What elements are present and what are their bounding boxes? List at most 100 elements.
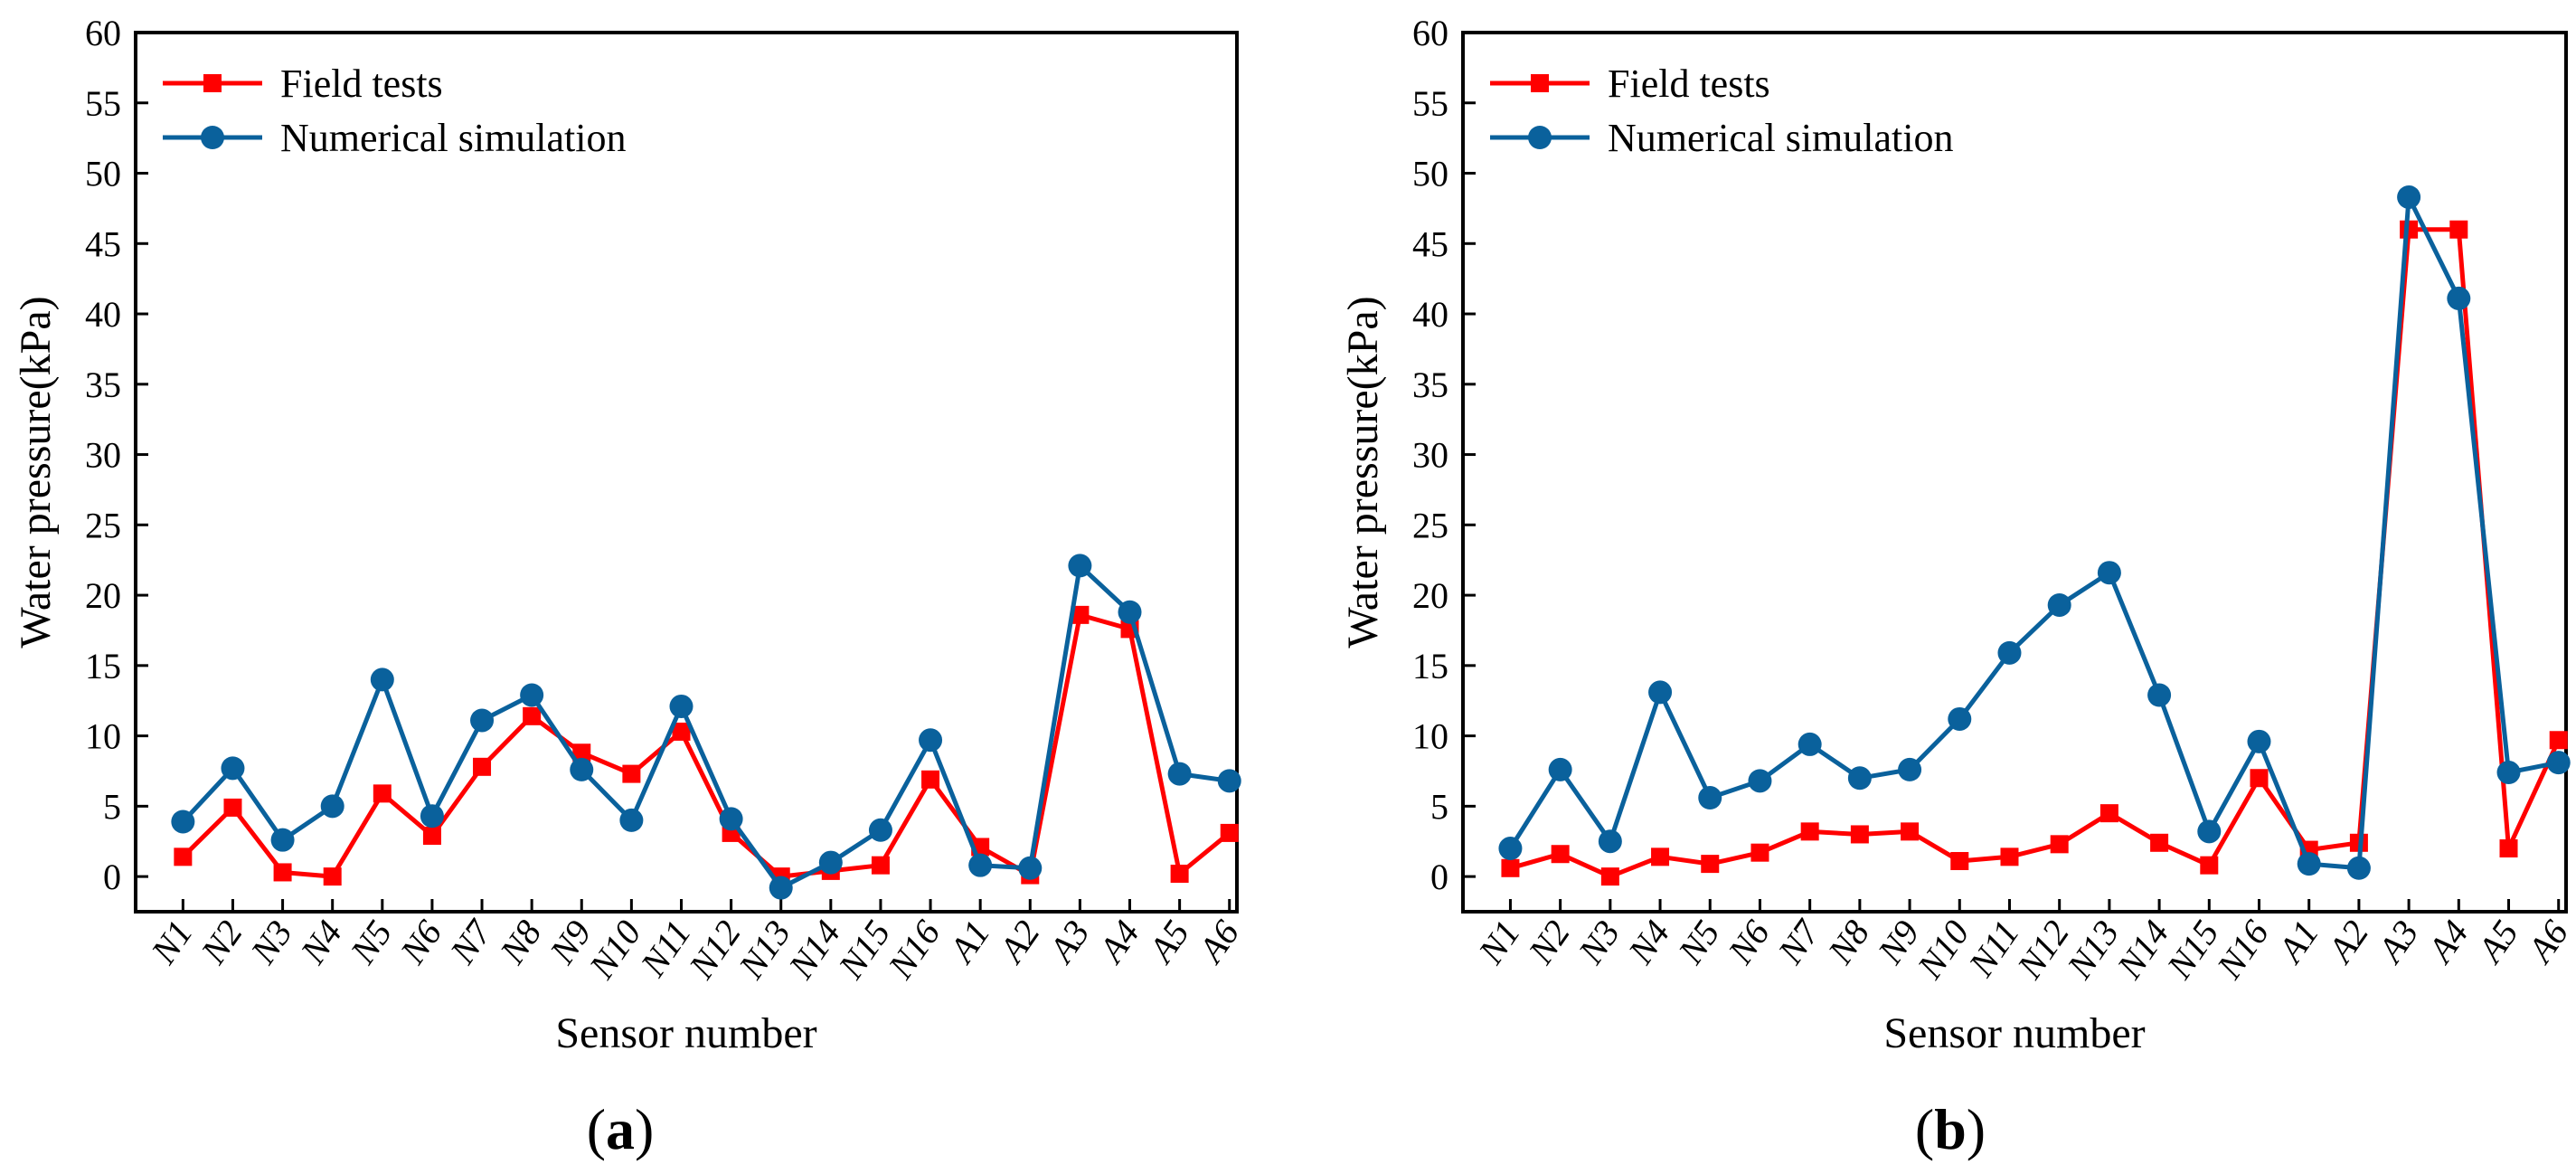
data-point-numerical-simulation — [669, 694, 694, 718]
x-tick-label: N1 — [1470, 913, 1528, 971]
y-tick-label: 40 — [1412, 294, 1448, 335]
data-point-field-tests — [1651, 847, 1670, 866]
x-tick-label: A6 — [1189, 913, 1247, 971]
data-point-numerical-simulation — [2397, 185, 2421, 209]
data-point-field-tests — [323, 867, 342, 886]
y-tick-label: 25 — [1412, 505, 1448, 545]
data-point-numerical-simulation — [1847, 766, 1872, 791]
data-point-field-tests — [1750, 843, 1769, 862]
data-point-numerical-simulation — [2496, 761, 2521, 785]
panel-label-letter: b — [1934, 1097, 1967, 1161]
data-point-field-tests — [223, 798, 242, 817]
x-tick-label: N8 — [491, 913, 549, 971]
data-point-numerical-simulation — [719, 807, 743, 831]
data-point-numerical-simulation — [171, 809, 195, 834]
data-point-field-tests — [1950, 852, 1969, 871]
x-tick-label: N13 — [2059, 913, 2128, 986]
data-point-numerical-simulation — [1798, 732, 1822, 756]
data-point-field-tests — [1600, 867, 1619, 886]
data-point-numerical-simulation — [1997, 640, 2022, 665]
y-tick-label: 0 — [103, 857, 121, 897]
y-tick-label: 60 — [1412, 13, 1448, 53]
y-tick-label: 45 — [1412, 223, 1448, 264]
data-point-numerical-simulation — [1648, 680, 1673, 705]
x-tick-label: N2 — [1520, 913, 1578, 971]
data-point-field-tests — [2250, 769, 2269, 788]
data-point-field-tests — [622, 764, 641, 783]
y-axis-title: Water pressure(kPa) — [12, 296, 60, 648]
x-tick-label: A2 — [990, 913, 1048, 971]
data-point-numerical-simulation — [2297, 852, 2321, 876]
x-tick-label: A2 — [2318, 913, 2376, 971]
data-point-numerical-simulation — [1498, 837, 1523, 861]
x-axis-title: Sensor number — [555, 1009, 816, 1057]
y-tick-label: 55 — [1412, 83, 1448, 124]
x-tick-label: A4 — [2419, 913, 2477, 971]
data-point-numerical-simulation — [1068, 554, 1092, 578]
data-point-field-tests — [2499, 839, 2518, 858]
panel-label: (b) — [1915, 1097, 1986, 1161]
data-point-numerical-simulation — [2147, 683, 2172, 707]
legend-marker-numerical-simulation — [1528, 126, 1552, 149]
data-point-field-tests — [1170, 865, 1189, 884]
x-tick-label: N10 — [1909, 913, 1977, 986]
x-tick-label: N4 — [1619, 913, 1677, 971]
x-tick-label: N2 — [193, 913, 250, 971]
x-tick-label: A3 — [1040, 913, 1098, 971]
data-point-numerical-simulation — [968, 853, 993, 877]
x-tick-label: N15 — [2158, 913, 2227, 986]
data-point-numerical-simulation — [1948, 706, 1972, 731]
x-tick-label: N16 — [880, 913, 948, 986]
data-point-numerical-simulation — [1167, 762, 1192, 786]
panel-label-close: ) — [1967, 1097, 1986, 1161]
data-point-numerical-simulation — [2346, 856, 2371, 880]
data-point-numerical-simulation — [221, 756, 245, 781]
x-tick-label: N7 — [1769, 912, 1828, 972]
legend-label-numerical-simulation: Numerical simulation — [1608, 116, 1953, 160]
data-point-field-tests — [1701, 855, 1720, 874]
data-point-numerical-simulation — [520, 683, 544, 707]
data-point-field-tests — [2150, 833, 2169, 852]
panel-label-letter: a — [606, 1097, 635, 1161]
x-tick-label: N3 — [242, 913, 300, 971]
panel-label-close: ) — [635, 1097, 654, 1161]
data-point-field-tests — [174, 847, 193, 866]
data-point-numerical-simulation — [2447, 286, 2471, 310]
data-point-numerical-simulation — [370, 667, 394, 692]
data-point-field-tests — [2200, 856, 2219, 875]
legend-label-field-tests: Field tests — [1608, 62, 1770, 106]
y-tick-label: 50 — [85, 154, 121, 194]
data-point-numerical-simulation — [868, 818, 892, 842]
legend: Field tests Numerical simulation — [163, 62, 626, 160]
data-point-numerical-simulation — [1018, 856, 1043, 880]
x-tick-label: N1 — [143, 913, 201, 971]
x-tick-label: N7 — [441, 912, 500, 972]
x-tick-label: N16 — [2208, 913, 2277, 986]
data-point-numerical-simulation — [470, 708, 495, 733]
series-line-numerical-simulation — [181, 563, 1231, 891]
x-tick-label: N6 — [392, 913, 449, 971]
y-tick-label: 60 — [85, 13, 121, 53]
data-point-field-tests — [1901, 822, 1920, 841]
data-point-field-tests — [1220, 823, 1239, 842]
x-tick-label: N12 — [2008, 913, 2077, 986]
legend-marker-numerical-simulation — [201, 126, 224, 149]
data-point-field-tests — [1850, 825, 1869, 844]
data-point-field-tests — [373, 784, 392, 803]
data-point-field-tests — [572, 743, 591, 762]
y-tick-label: 50 — [1412, 154, 1448, 194]
x-tick-label: N5 — [342, 913, 400, 971]
data-point-numerical-simulation — [1748, 769, 1772, 793]
y-tick-label: 15 — [85, 646, 121, 686]
data-point-numerical-simulation — [2097, 561, 2121, 585]
x-tick-label: N8 — [1819, 913, 1877, 971]
data-point-numerical-simulation — [1118, 600, 1142, 624]
data-point-numerical-simulation — [2197, 819, 2222, 844]
x-tick-label: N6 — [1720, 913, 1778, 971]
x-tick-label: N14 — [2109, 913, 2177, 986]
data-point-field-tests — [1551, 845, 1570, 864]
y-tick-label: 5 — [103, 786, 121, 827]
x-tick-label: A5 — [1139, 913, 1197, 971]
data-point-numerical-simulation — [769, 876, 793, 900]
